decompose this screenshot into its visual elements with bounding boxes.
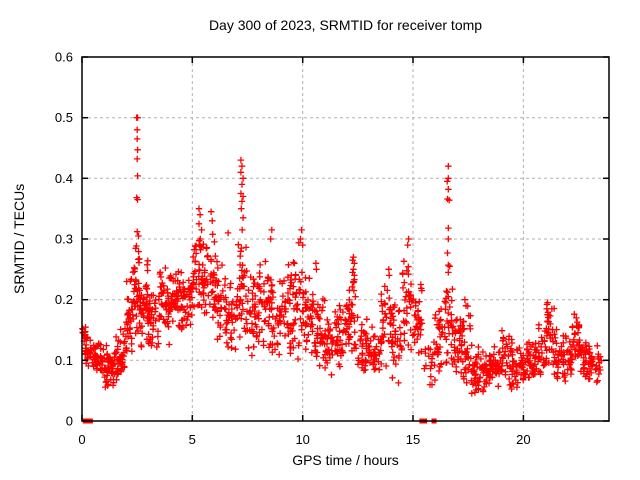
y-tick-label: 0.6 [55,50,73,65]
data-points [79,114,605,424]
y-tick-label: 0.2 [55,292,73,307]
x-tick-label: 5 [189,432,196,447]
x-tick-label: 10 [295,432,309,447]
y-tick-label: 0 [66,414,73,429]
y-tick-label: 0.3 [55,232,73,247]
axis-ticks [81,56,609,422]
y-tick-label: 0.1 [55,353,73,368]
chart-title: Day 300 of 2023, SRMTID for receiver tom… [208,17,483,33]
y-tick-label: 0.4 [55,171,73,186]
x-tick-label: 15 [406,432,420,447]
y-tick-label: 0.5 [55,110,73,125]
x-axis-label: GPS time / hours [292,452,399,468]
tick-labels: 0 5 10 15 20 0 0.1 0.2 0.3 0.4 0.5 0.6 [55,50,531,448]
x-tick-label: 0 [78,432,85,447]
y-axis-label: SRMTID / TECUs [11,183,27,295]
x-tick-label: 20 [516,432,530,447]
